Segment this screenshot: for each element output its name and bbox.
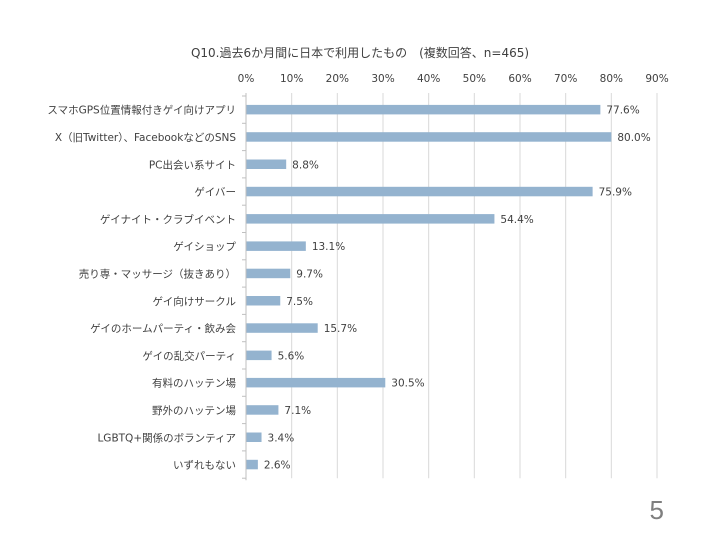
data-label: 15.7% [324,323,357,335]
data-label: 80.0% [617,132,650,144]
bar [246,350,272,361]
bar [246,104,601,115]
category-label: 売り専・マッサージ（抜きあり） [79,267,236,280]
category-label: PC出会い系サイト [149,158,236,171]
category-label: 野外のハッテン場 [152,404,236,417]
category-label: LGBTQ+関係のボランティア [97,432,236,444]
data-label: 5.6% [278,350,305,362]
x-axis-tick-labels: 0% 10% 20% 30% 40% 50% 60% 70% 80% 90% [238,73,669,85]
bar [246,268,291,279]
x-tick-label: 0% [238,73,255,85]
data-label: 7.1% [284,405,311,417]
category-label: X（旧Twitter）、FacebookなどのSNS [55,132,236,144]
category-label: ゲイショップ [173,241,236,253]
bar [246,241,306,251]
data-label: 30.5% [391,378,424,390]
data-label: 7.5% [286,296,313,308]
x-tick-label: 60% [508,73,531,85]
category-label: 有料のハッテン場 [152,377,236,390]
bar [246,296,281,306]
page-number: 5 [649,495,664,525]
category-label: ゲイ向けサークル [153,295,236,308]
category-label: いずれもない [173,460,236,472]
category-label: スマホGPS位置情報付きゲイ向けアプリ [47,104,236,117]
data-label: 13.1% [312,241,345,253]
data-label: 3.4% [268,432,295,444]
x-tick-label: 80% [600,73,623,85]
x-tick-label: 50% [463,73,486,85]
x-tick-label: 10% [280,73,303,85]
data-labels: 77.6% 80.0% 8.8% 75.9% 54.4% 13.1% 9.7% 7.5% 15.… [264,105,651,472]
data-label: 8.8% [292,159,319,171]
bar [246,459,258,470]
data-label: 2.6% [264,460,291,472]
x-tick-label: 30% [371,73,394,85]
bar [246,159,287,169]
category-labels: スマホGPS位置情報付きゲイ向けアプリ X（旧Twitter）、Facebookな… [47,95,246,479]
category-label: ゲイのホームパーティ・飲み会 [90,322,236,335]
bar [246,377,386,388]
data-label: 77.6% [606,105,639,117]
x-tick-label: 70% [554,73,577,85]
chart-title: Q10.過去6か月間に日本で利用したもの (複数回答、n=465) [191,45,529,60]
data-label: 54.4% [500,214,533,226]
category-label: ゲイナイト・クラブイベント [100,213,236,226]
bar [246,186,593,197]
gridlines [291,93,658,479]
category-label: ゲイの乱交パーティ [142,349,236,362]
bar [246,432,262,442]
x-tick-label: 40% [417,73,440,85]
bar [246,132,612,142]
category-label: ゲイバー [194,187,236,199]
bar [246,405,279,415]
x-tick-label: 20% [326,73,349,85]
x-tick-label: 90% [645,73,668,85]
bars [246,104,612,470]
data-label: 9.7% [296,268,323,280]
data-label: 75.9% [599,187,632,199]
bar [246,214,495,224]
bar [246,323,318,333]
